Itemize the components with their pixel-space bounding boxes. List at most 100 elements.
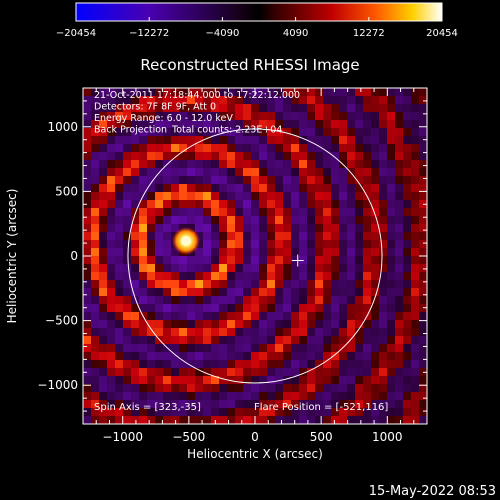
heatmap-cell bbox=[267, 336, 275, 344]
heatmap-cell bbox=[203, 160, 211, 168]
heatmap-cell bbox=[171, 248, 179, 256]
heatmap-cell bbox=[411, 200, 419, 208]
heatmap-cell bbox=[163, 384, 171, 392]
heatmap-cell bbox=[195, 128, 203, 136]
heatmap-cell bbox=[339, 312, 347, 320]
heatmap-cell bbox=[243, 312, 251, 320]
heatmap-cell bbox=[219, 312, 227, 320]
heatmap-cell bbox=[355, 192, 363, 200]
heatmap-cell bbox=[83, 88, 91, 96]
heatmap-cell bbox=[331, 168, 339, 176]
heatmap-cell bbox=[99, 352, 107, 360]
chart-title: Reconstructed RHESSI Image bbox=[140, 56, 359, 74]
heatmap-cell bbox=[371, 384, 379, 392]
heatmap-cell bbox=[227, 312, 235, 320]
heatmap-cell bbox=[235, 312, 243, 320]
heatmap-cell bbox=[363, 232, 371, 240]
heatmap-cell bbox=[123, 88, 131, 96]
heatmap-cell bbox=[179, 416, 187, 424]
heatmap-cell bbox=[323, 416, 331, 424]
heatmap-cell bbox=[187, 136, 195, 144]
heatmap-cell bbox=[339, 360, 347, 368]
heatmap-cell bbox=[347, 344, 355, 352]
heatmap-cell bbox=[123, 248, 131, 256]
heatmap-cell bbox=[219, 280, 227, 288]
heatmap-cell bbox=[363, 336, 371, 344]
heatmap-cell bbox=[275, 312, 283, 320]
heatmap-cell bbox=[243, 280, 251, 288]
heatmap-cell bbox=[171, 264, 179, 272]
heatmap-cell bbox=[331, 272, 339, 280]
heatmap-cell bbox=[99, 280, 107, 288]
heatmap-cell bbox=[275, 208, 283, 216]
heatmap-cell bbox=[355, 288, 363, 296]
heatmap-cell bbox=[283, 88, 291, 96]
heatmap-cell bbox=[251, 408, 259, 416]
heatmap-cell bbox=[379, 200, 387, 208]
heatmap-cell bbox=[315, 344, 323, 352]
heatmap-cell bbox=[163, 88, 171, 96]
heatmap-cell bbox=[235, 224, 243, 232]
heatmap-cell bbox=[131, 344, 139, 352]
heatmap-cell bbox=[171, 288, 179, 296]
heatmap-cell bbox=[315, 288, 323, 296]
heatmap-cell bbox=[195, 344, 203, 352]
heatmap-cell bbox=[291, 408, 299, 416]
heatmap-cell bbox=[411, 232, 419, 240]
timestamp: 15-May-2022 08:53 bbox=[369, 484, 496, 499]
heatmap-cell bbox=[363, 280, 371, 288]
heatmap-cell bbox=[355, 232, 363, 240]
heatmap-cell bbox=[163, 400, 171, 408]
heatmap-cell bbox=[331, 264, 339, 272]
heatmap-cell bbox=[379, 216, 387, 224]
heatmap-cell bbox=[379, 256, 387, 264]
heatmap-cell bbox=[187, 272, 195, 280]
heatmap-cell bbox=[283, 112, 291, 120]
heatmap-cell bbox=[243, 88, 251, 96]
heatmap-cell bbox=[171, 208, 179, 216]
heatmap-cell bbox=[91, 384, 99, 392]
heatmap-cell bbox=[379, 144, 387, 152]
heatmap-cell bbox=[163, 136, 171, 144]
heatmap-cell bbox=[395, 216, 403, 224]
heatmap-cell bbox=[251, 376, 259, 384]
heatmap-cell bbox=[379, 184, 387, 192]
heatmap-cell bbox=[179, 256, 187, 264]
heatmap-cell bbox=[347, 264, 355, 272]
heatmap-cell bbox=[267, 312, 275, 320]
heatmap-cell bbox=[379, 240, 387, 248]
heatmap-cell bbox=[115, 200, 123, 208]
heatmap-cell bbox=[411, 416, 419, 424]
heatmap-cell bbox=[363, 328, 371, 336]
heatmap-cell bbox=[347, 152, 355, 160]
heatmap-cell bbox=[115, 408, 123, 416]
heatmap-cell bbox=[299, 264, 307, 272]
heatmap-cell bbox=[275, 136, 283, 144]
heatmap-cell bbox=[283, 352, 291, 360]
heatmap-cell bbox=[363, 144, 371, 152]
heatmap-cell bbox=[203, 88, 211, 96]
heatmap-cell bbox=[275, 184, 283, 192]
heatmap-cell bbox=[155, 400, 163, 408]
heatmap-cell bbox=[371, 128, 379, 136]
heatmap-cell bbox=[283, 192, 291, 200]
heatmap-cell bbox=[131, 216, 139, 224]
heatmap-cell bbox=[283, 128, 291, 136]
heatmap-cell bbox=[363, 400, 371, 408]
heatmap-cell bbox=[411, 400, 419, 408]
heatmap-cell bbox=[123, 136, 131, 144]
heatmap-cell bbox=[107, 208, 115, 216]
heatmap-cell bbox=[259, 344, 267, 352]
heatmap-cell bbox=[203, 304, 211, 312]
heatmap-cell bbox=[243, 352, 251, 360]
heatmap-cell bbox=[203, 352, 211, 360]
heatmap-cell bbox=[419, 208, 427, 216]
heatmap-cell bbox=[219, 376, 227, 384]
heatmap-cell bbox=[171, 416, 179, 424]
heatmap-cell bbox=[155, 152, 163, 160]
heatmap-cell bbox=[107, 120, 115, 128]
heatmap-cell bbox=[99, 336, 107, 344]
heatmap-cell bbox=[251, 384, 259, 392]
heatmap-cell bbox=[259, 176, 267, 184]
heatmap-cell bbox=[323, 152, 331, 160]
